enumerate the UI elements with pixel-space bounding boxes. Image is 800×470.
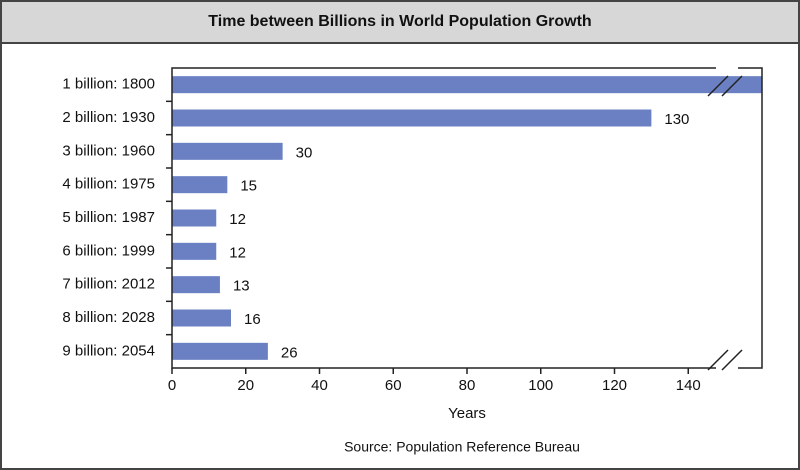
value-label: 130 (664, 111, 689, 128)
bar (172, 242, 217, 260)
break-mark (721, 349, 743, 371)
y-tick-label: 4 billion: 1975 (62, 176, 155, 193)
x-tick-label: 140 (676, 377, 701, 394)
bar (172, 142, 283, 160)
value-label: 13 (233, 278, 250, 295)
value-label: 12 (229, 211, 246, 228)
value-label: 30 (296, 144, 313, 161)
x-tick-label: 0 (168, 377, 176, 394)
plot: 0 20 40 60 80 100 120 140 1 billion: 1800 2 billi… (62, 76, 762, 394)
title-band (0, 0, 800, 44)
x-tick-label: 100 (528, 377, 553, 394)
bar (172, 276, 220, 294)
bar (172, 76, 762, 94)
x-tick-label: 60 (385, 377, 402, 394)
bar (172, 209, 217, 227)
x-axis-label: Years (448, 405, 486, 422)
bar (172, 176, 228, 194)
y-tick-label: 7 billion: 2012 (62, 276, 155, 293)
break-mark (707, 75, 729, 97)
break-mark (707, 349, 729, 371)
break-gap (716, 362, 738, 374)
value-label: 15 (240, 178, 257, 195)
y-tick-label: 5 billion: 1987 (62, 209, 155, 226)
bar (172, 109, 652, 127)
x-tick-label: 120 (602, 377, 627, 394)
value-label: 16 (244, 311, 261, 328)
break-gap (716, 62, 738, 74)
y-tick-label: 8 billion: 2028 (62, 309, 155, 326)
plot-frame (171, 67, 763, 369)
y-tick-label: 3 billion: 1960 (62, 142, 155, 159)
bar (172, 342, 268, 360)
break-mark (721, 75, 743, 97)
axis-break (707, 62, 743, 374)
y-tick-label: 2 billion: 1930 (62, 109, 155, 126)
value-label: 26 (281, 344, 298, 361)
bar (172, 309, 231, 327)
y-tick-label: 9 billion: 2054 (62, 342, 155, 359)
x-tick-label: 20 (237, 377, 254, 394)
chart-title: Time between Billions in World Populatio… (208, 13, 591, 30)
y-tick-label: 1 billion: 1800 (62, 76, 155, 93)
x-tick-label: 40 (311, 377, 328, 394)
source: Source: Population Reference Bureau (344, 439, 580, 455)
x-tick-label: 80 (459, 377, 476, 394)
value-label: 12 (229, 244, 246, 261)
y-tick-label: 6 billion: 1999 (62, 242, 155, 259)
